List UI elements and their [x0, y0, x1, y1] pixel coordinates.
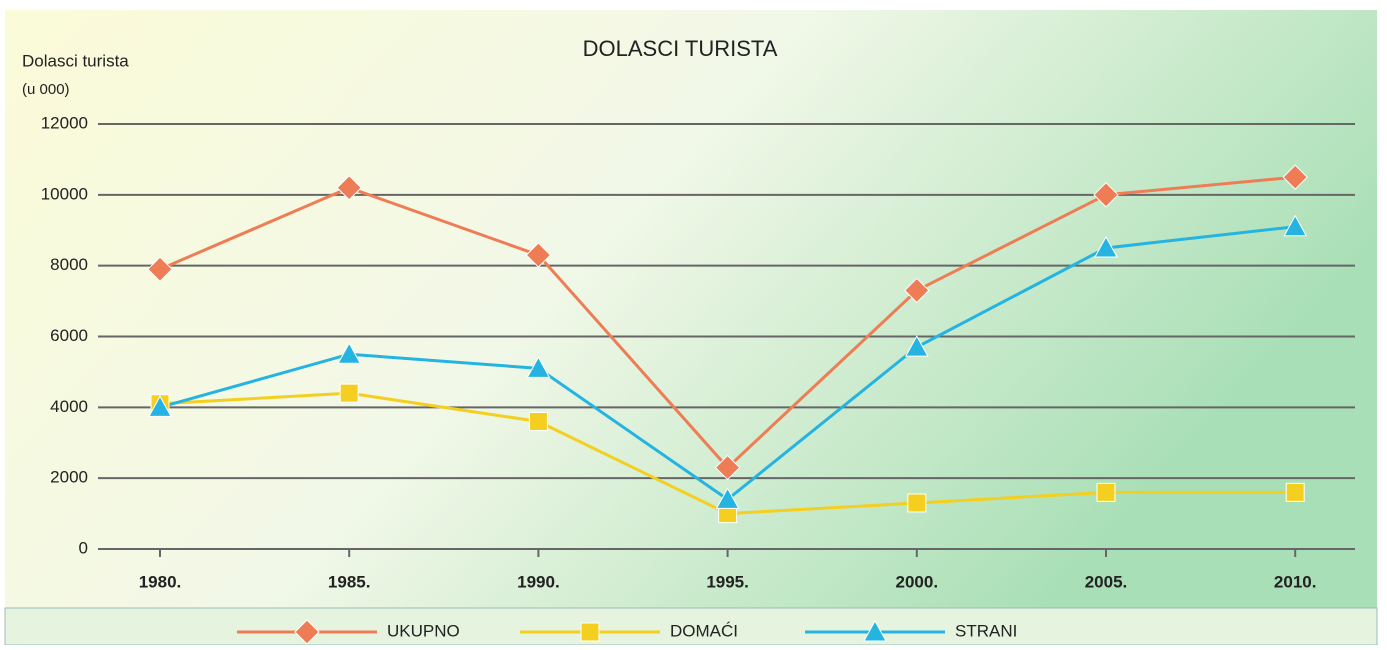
data-point [907, 493, 927, 513]
data-point [715, 487, 740, 509]
y-tick-label: 6000 [50, 326, 88, 345]
y-tick-label: 0 [79, 538, 88, 557]
data-point [528, 412, 548, 431]
chart-bg [5, 10, 1377, 608]
data-point [337, 342, 362, 364]
y-tick-label: 12000 [41, 113, 88, 132]
legend-label: STRANI [955, 621, 1017, 640]
data-point [336, 175, 362, 201]
legend-label: UKUPNO [387, 621, 460, 640]
y-axis-label: Dolasci turista [22, 51, 129, 70]
y-tick-label: 8000 [50, 255, 88, 274]
data-point [526, 356, 551, 378]
y-tick-label: 10000 [41, 184, 88, 203]
y-tick-label: 4000 [50, 397, 88, 416]
data-point [904, 335, 929, 357]
data-point [1094, 235, 1118, 258]
x-tick-label: 2000. [896, 572, 939, 591]
legend-bg [4, 607, 1378, 646]
data-point [1093, 182, 1119, 208]
legend-marker [294, 619, 320, 645]
legend-label: DOMAĆI [670, 621, 738, 640]
x-tick-label: 2005. [1085, 572, 1128, 591]
data-point [1282, 164, 1308, 190]
data-point [148, 395, 172, 417]
data-point [525, 242, 552, 268]
data-point [1285, 482, 1305, 502]
x-tick-label: 1980. [139, 572, 182, 591]
data-point [147, 256, 173, 282]
x-tick-label: 2010. [1274, 572, 1317, 591]
y-tick-label: 2000 [50, 468, 88, 487]
data-point [714, 454, 741, 481]
x-tick-label: 1990. [517, 572, 560, 591]
x-tick-label: 1995. [706, 572, 749, 591]
chart-title: DOLASCI TURISTA [583, 36, 778, 61]
data-point [1096, 482, 1116, 502]
legend-marker [580, 622, 600, 642]
x-tick-label: 1985. [328, 572, 371, 591]
data-point [904, 277, 930, 304]
y-axis-label: (u 000) [22, 81, 70, 98]
legend-marker [863, 619, 887, 642]
data-point [1283, 214, 1308, 237]
data-point [339, 383, 359, 403]
